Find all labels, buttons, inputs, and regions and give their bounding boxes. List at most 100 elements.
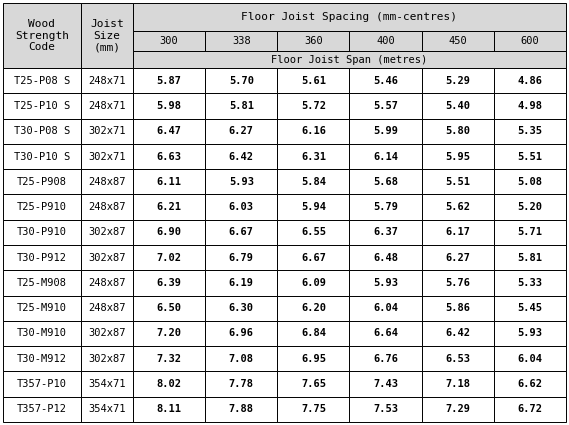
Bar <box>422 169 494 194</box>
Text: 5.76: 5.76 <box>446 278 470 288</box>
Bar <box>205 295 277 321</box>
Bar <box>81 119 133 144</box>
Bar <box>205 144 277 169</box>
Text: T30-P910: T30-P910 <box>17 227 67 237</box>
Text: T25-M908: T25-M908 <box>17 278 67 288</box>
Bar <box>494 346 566 371</box>
Text: 6.67: 6.67 <box>301 252 326 263</box>
Bar <box>205 321 277 346</box>
Bar <box>205 346 277 371</box>
Text: 5.80: 5.80 <box>446 126 470 136</box>
Bar <box>81 321 133 346</box>
Bar <box>494 194 566 220</box>
Text: 600: 600 <box>521 36 539 46</box>
Bar <box>205 397 277 422</box>
Bar <box>422 295 494 321</box>
Bar <box>349 119 422 144</box>
Bar <box>422 245 494 270</box>
Bar <box>205 93 277 119</box>
Text: T30-P08 S: T30-P08 S <box>14 126 70 136</box>
Text: 5.70: 5.70 <box>229 76 254 86</box>
Bar <box>422 194 494 220</box>
Text: 5.62: 5.62 <box>446 202 470 212</box>
Bar <box>277 119 349 144</box>
Bar <box>349 346 422 371</box>
Bar <box>133 220 205 245</box>
Text: 5.99: 5.99 <box>373 126 398 136</box>
Text: 6.31: 6.31 <box>301 151 326 162</box>
Text: 5.57: 5.57 <box>373 101 398 111</box>
Text: 7.02: 7.02 <box>156 252 182 263</box>
Text: 5.29: 5.29 <box>446 76 470 86</box>
Text: 248x71: 248x71 <box>88 76 126 86</box>
Bar <box>81 371 133 397</box>
Bar <box>494 169 566 194</box>
Bar <box>494 31 566 51</box>
Bar <box>494 93 566 119</box>
Bar <box>133 194 205 220</box>
Bar <box>494 220 566 245</box>
Text: 6.27: 6.27 <box>446 252 470 263</box>
Text: 5.84: 5.84 <box>301 177 326 187</box>
Bar <box>81 295 133 321</box>
Text: 5.45: 5.45 <box>517 303 542 313</box>
Text: 248x87: 248x87 <box>88 177 126 187</box>
Bar <box>422 397 494 422</box>
Text: T30-P912: T30-P912 <box>17 252 67 263</box>
Bar <box>422 321 494 346</box>
Bar <box>133 245 205 270</box>
Bar <box>422 93 494 119</box>
Bar <box>205 68 277 93</box>
Bar <box>205 245 277 270</box>
Text: Joist
Size
(mm): Joist Size (mm) <box>90 19 124 52</box>
Bar <box>422 144 494 169</box>
Text: 6.19: 6.19 <box>229 278 254 288</box>
Text: 6.21: 6.21 <box>156 202 182 212</box>
Text: 6.67: 6.67 <box>229 227 254 237</box>
Text: 5.93: 5.93 <box>373 278 398 288</box>
Bar <box>81 144 133 169</box>
Bar <box>133 169 205 194</box>
Text: T30-M912: T30-M912 <box>17 354 67 364</box>
Bar <box>3 295 81 321</box>
Bar <box>205 220 277 245</box>
Text: 302x87: 302x87 <box>88 227 126 237</box>
Text: 6.55: 6.55 <box>301 227 326 237</box>
Text: 6.11: 6.11 <box>156 177 182 187</box>
Text: 248x87: 248x87 <box>88 202 126 212</box>
Text: 5.93: 5.93 <box>229 177 254 187</box>
Text: 6.47: 6.47 <box>156 126 182 136</box>
Text: 248x71: 248x71 <box>88 101 126 111</box>
Text: 450: 450 <box>448 36 467 46</box>
Text: T25-M910: T25-M910 <box>17 303 67 313</box>
Bar <box>349 371 422 397</box>
Text: 6.04: 6.04 <box>373 303 398 313</box>
Text: 6.09: 6.09 <box>301 278 326 288</box>
Text: T357-P12: T357-P12 <box>17 404 67 414</box>
Bar <box>349 321 422 346</box>
Text: T30-M910: T30-M910 <box>17 329 67 338</box>
Text: Floor Joist Span (metres): Floor Joist Span (metres) <box>271 54 428 65</box>
Bar <box>81 346 133 371</box>
Text: 7.88: 7.88 <box>229 404 254 414</box>
Text: 6.04: 6.04 <box>517 354 542 364</box>
Bar <box>205 169 277 194</box>
Text: 6.96: 6.96 <box>229 329 254 338</box>
Bar <box>3 93 81 119</box>
Text: 302x87: 302x87 <box>88 252 126 263</box>
Bar <box>494 371 566 397</box>
Text: 5.33: 5.33 <box>517 278 542 288</box>
Bar <box>81 68 133 93</box>
Text: 248x87: 248x87 <box>88 303 126 313</box>
Text: 7.65: 7.65 <box>301 379 326 389</box>
Text: 302x87: 302x87 <box>88 329 126 338</box>
Bar <box>133 51 566 68</box>
Text: 6.42: 6.42 <box>229 151 254 162</box>
Text: 5.46: 5.46 <box>373 76 398 86</box>
Bar <box>277 144 349 169</box>
Text: T25-P910: T25-P910 <box>17 202 67 212</box>
Text: Floor Joist Spacing (mm-centres): Floor Joist Spacing (mm-centres) <box>241 12 457 22</box>
Text: 5.79: 5.79 <box>373 202 398 212</box>
Bar <box>277 169 349 194</box>
Bar <box>81 397 133 422</box>
